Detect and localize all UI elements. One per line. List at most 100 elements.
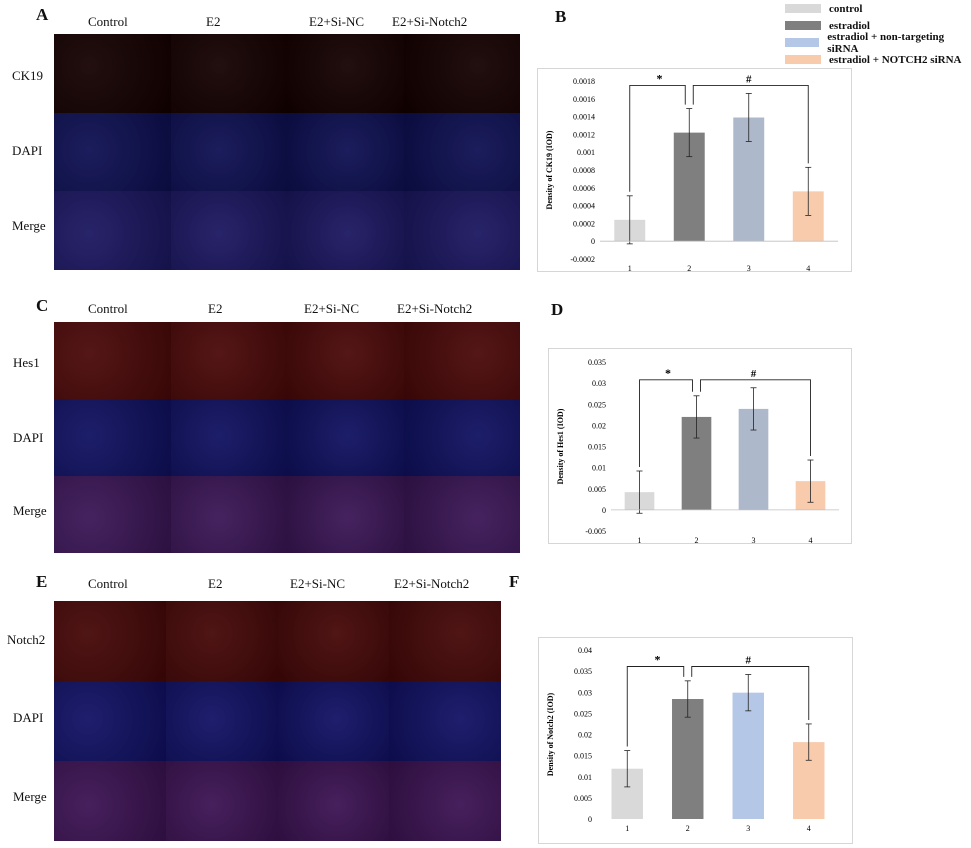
significance-marker: # (746, 655, 752, 667)
micrograph-tile (287, 191, 404, 270)
y-axis-label: Density of CK19 (IOD) (545, 130, 554, 209)
significance-bracket (691, 666, 810, 720)
chart-d: -0.005 0 0.005 0.01 0.015 0.02 0.025 0.03 0.035 1… (556, 358, 839, 545)
micrograph-tile (277, 761, 390, 841)
micrograph-tile (403, 112, 520, 192)
legend-label: estradiol (829, 19, 870, 32)
micrograph-tile (170, 399, 288, 477)
y-tick-label: 0.0004 (573, 202, 595, 211)
x-tick-label: 2 (687, 264, 691, 271)
y-axis-label: Density of Hes1 (IOD) (556, 408, 565, 484)
significance-marker: * (665, 366, 671, 380)
y-tick-label: 0.0008 (573, 166, 595, 175)
x-tick-label: 4 (806, 264, 810, 271)
legend-item-notch2-sirna: estradiol + NOTCH2 siRNA (785, 52, 971, 67)
significance-bracket (700, 379, 811, 457)
significance-marker: # (751, 368, 757, 380)
legend-label: control (829, 2, 863, 15)
y-tick-label: 0.01 (592, 464, 606, 473)
y-tick-label: 0.005 (588, 485, 606, 494)
row-label-merge: Merge (12, 218, 46, 233)
significance-marker: * (657, 71, 663, 85)
bar (672, 699, 704, 819)
legend-swatch (785, 38, 820, 47)
chart-f-frame: 0 0.005 0.01 0.015 0.02 0.025 0.03 0.035 0.04 1 2 3… (538, 637, 853, 844)
x-tick-label: 4 (809, 536, 813, 543)
y-tick-label: 0.0014 (573, 113, 595, 122)
significance-bracket (626, 666, 685, 747)
panel-letter-a: A (36, 5, 49, 24)
y-tick-label: 0 (602, 506, 606, 515)
micrograph-tile (54, 191, 171, 270)
panel-letter-c: C (36, 296, 49, 315)
chart-b-frame: -0.0002 0 0.0002 0.0004 0.0006 0.0008 0.001 0.0… (537, 68, 852, 273)
micrograph-tile (287, 476, 404, 553)
micrograph-tile (54, 112, 171, 192)
chart-f: 0 0.005 0.01 0.015 0.02 0.025 0.03 0.035 0.04 1 2 3… (546, 646, 825, 833)
legend-label: estradiol + non-targeting siRNA (827, 30, 945, 55)
micrograph-tile (54, 476, 171, 553)
y-tick-label: 0.025 (588, 400, 606, 409)
y-tick-label: 0.03 (578, 688, 592, 697)
micrograph-tile (287, 399, 404, 477)
micrograph-tile (170, 322, 288, 400)
micrograph-tile (389, 681, 501, 762)
panel-letter-f: F (509, 572, 520, 591)
y-tick-label: 0.0012 (573, 130, 595, 139)
micrograph-tile (403, 399, 520, 477)
micrograph-tile (403, 34, 520, 114)
column-label-control: Control (88, 576, 128, 591)
y-tick-label: -0.0002 (570, 255, 595, 264)
micrograph-tile (165, 761, 278, 841)
y-tick-label: 0.0006 (573, 184, 595, 193)
micrograph-tile (277, 681, 390, 762)
y-tick-label: 0.01 (578, 773, 592, 782)
x-tick-label: 3 (746, 824, 750, 833)
x-tick-label: 4 (807, 824, 811, 833)
y-tick-label: 0.0002 (573, 219, 595, 228)
micrograph-grid (54, 322, 520, 553)
legend-item-control: control (785, 1, 971, 16)
significance-marker: # (746, 73, 752, 85)
micrograph-tile (165, 601, 278, 682)
column-label-e2-si-notch2: E2+Si-Notch2 (397, 301, 473, 316)
significance-bracket (692, 85, 809, 164)
micrograph-tile (170, 112, 288, 192)
y-tick-label: 0.02 (592, 421, 606, 430)
significance-marker: * (655, 653, 661, 667)
column-label-e2-si-notch2: E2+Si-Notch2 (392, 14, 468, 29)
row-label-dapi: DAPI (13, 710, 44, 725)
y-tick-label: 0.035 (574, 667, 592, 676)
row-label-hes1: Hes1 (13, 355, 40, 370)
y-tick-label: 0 (588, 815, 592, 824)
y-tick-label: 0.03 (592, 379, 606, 388)
column-label-control: Control (88, 301, 128, 316)
legend: control estradiol estradiol + non-target… (785, 1, 971, 69)
micrograph-tile (165, 681, 278, 762)
micrograph-tile (403, 476, 520, 553)
y-tick-label: 0.035 (588, 358, 606, 367)
panel-letter-d: D (551, 300, 564, 319)
significance-bracket (629, 85, 686, 192)
y-tick-label: 0.015 (574, 752, 592, 761)
y-axis-label: Density of Notch2 (IOD) (546, 693, 555, 777)
micrograph-tile (170, 34, 288, 114)
x-tick-label: 1 (638, 536, 642, 543)
micrograph-tile (54, 34, 171, 114)
x-tick-label: 2 (695, 536, 699, 543)
legend-swatch (785, 4, 821, 13)
micrograph-grid (54, 601, 501, 841)
y-tick-label: -0.005 (585, 527, 606, 536)
row-label-notch2: Notch2 (7, 632, 46, 647)
micrograph-tile (54, 322, 171, 400)
panel-letter-b: B (555, 7, 567, 26)
row-label-dapi: DAPI (12, 143, 43, 158)
micrograph-tile (54, 601, 167, 682)
x-tick-label: 1 (625, 824, 629, 833)
legend-item-non-targeting-sirna: estradiol + non-targeting siRNA (785, 31, 971, 55)
y-tick-label: 0.015 (588, 443, 606, 452)
chart-d-frame: -0.005 0 0.005 0.01 0.015 0.02 0.025 0.03 0.035 1… (548, 348, 852, 545)
micrograph-tile (170, 476, 288, 553)
x-tick-label: 1 (628, 264, 632, 271)
chart-b: -0.0002 0 0.0002 0.0004 0.0006 0.0008 0.001 0.0… (545, 71, 838, 273)
